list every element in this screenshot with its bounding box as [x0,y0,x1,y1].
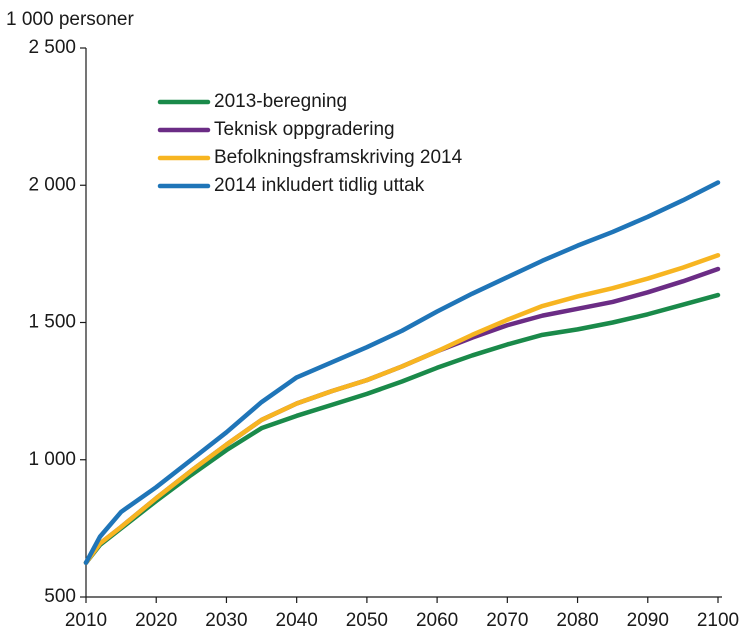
legend-label: Befolkningsframskriving 2014 [214,147,463,168]
y-tick-label: 1 000 [28,449,76,470]
line-series [83,266,721,565]
x-tick-label: 2020 [135,610,177,631]
x-tick-label: 2070 [486,610,528,631]
x-tick-label: 2060 [416,610,458,631]
y-tick-label: 2 500 [28,37,76,58]
y-axis-label: 1 000 personer [6,9,134,30]
x-tick-label: 2080 [556,610,598,631]
x-tick-label: 2040 [276,610,318,631]
legend-label: Teknisk oppgradering [214,119,395,140]
y-tick-label: 2 000 [28,174,76,195]
line-series [83,180,721,565]
y-tick-label: 1 500 [28,312,76,333]
x-tick-label: 2010 [65,610,107,631]
legend-label: 2014 inkludert tidlig uttak [214,175,425,196]
x-tick-label: 2030 [205,610,247,631]
x-tick-label: 2050 [346,610,388,631]
line-series [83,292,721,565]
line-series [83,252,721,565]
x-tick-label: 2090 [627,610,669,631]
x-tick-label: 2100 [697,610,739,631]
y-tick-label: 500 [44,586,76,607]
legend-label: 2013-beregning [214,91,347,112]
